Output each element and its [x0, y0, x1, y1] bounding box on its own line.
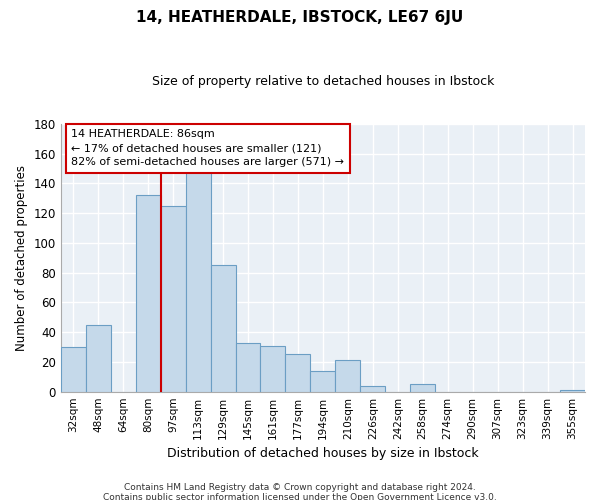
- Bar: [136, 196, 161, 392]
- X-axis label: Distribution of detached houses by size in Ibstock: Distribution of detached houses by size …: [167, 447, 479, 460]
- Text: 14, HEATHERDALE, IBSTOCK, LE67 6JU: 14, HEATHERDALE, IBSTOCK, LE67 6JU: [136, 10, 464, 25]
- Bar: [410, 384, 435, 392]
- Text: 14 HEATHERDALE: 86sqm
← 17% of detached houses are smaller (121)
82% of semi-det: 14 HEATHERDALE: 86sqm ← 17% of detached …: [71, 129, 344, 167]
- Text: Contains HM Land Registry data © Crown copyright and database right 2024.: Contains HM Land Registry data © Crown c…: [124, 483, 476, 492]
- Bar: [86, 324, 111, 392]
- Text: Contains public sector information licensed under the Open Government Licence v3: Contains public sector information licen…: [103, 493, 497, 500]
- Bar: [185, 172, 211, 392]
- Y-axis label: Number of detached properties: Number of detached properties: [15, 165, 28, 351]
- Bar: [560, 390, 585, 392]
- Bar: [61, 347, 86, 392]
- Bar: [335, 360, 361, 392]
- Title: Size of property relative to detached houses in Ibstock: Size of property relative to detached ho…: [152, 75, 494, 88]
- Bar: [161, 206, 185, 392]
- Bar: [310, 371, 335, 392]
- Bar: [260, 346, 286, 392]
- Bar: [286, 354, 310, 392]
- Bar: [236, 342, 260, 392]
- Bar: [211, 265, 236, 392]
- Bar: [361, 386, 385, 392]
